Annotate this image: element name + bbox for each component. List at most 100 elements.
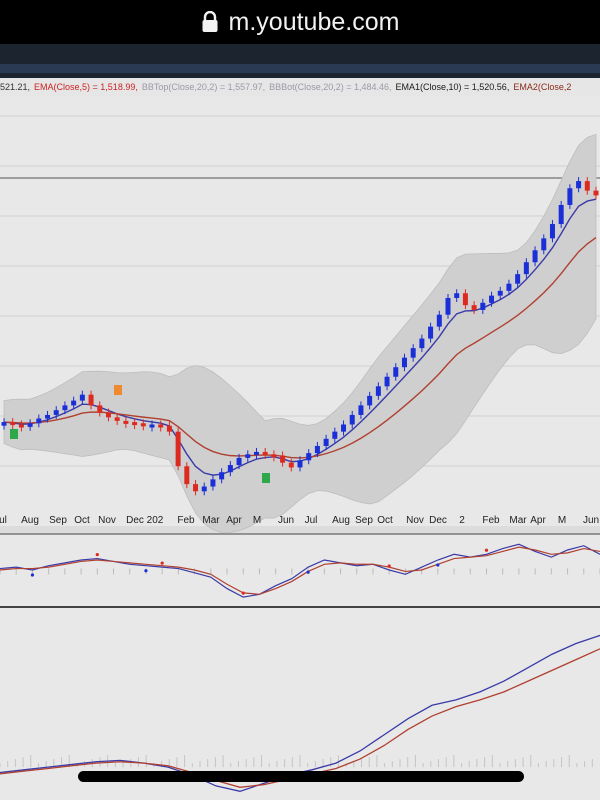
candle-up: [149, 424, 155, 428]
candle-up: [497, 290, 503, 296]
candle-down: [114, 417, 120, 421]
candle-down: [280, 455, 286, 463]
x-axis-label: Nov: [98, 515, 116, 526]
candle-up: [27, 423, 33, 427]
candle-down: [105, 412, 111, 418]
candle-up: [314, 445, 320, 454]
home-indicator[interactable]: [78, 771, 524, 782]
candle-up: [567, 188, 573, 205]
candle-up: [358, 405, 364, 415]
indicator-value: EMA(Close,5) = 1,518.99,: [34, 82, 138, 92]
macd-panel: [0, 608, 600, 800]
candle-up: [45, 414, 51, 419]
candle-down: [97, 405, 103, 413]
candle-up: [375, 386, 381, 396]
oscillator-line: [0, 543, 600, 598]
candle-down: [584, 181, 590, 191]
candle-up: [71, 400, 77, 406]
candle-down: [262, 451, 268, 455]
x-axis-label: Oct: [74, 515, 90, 526]
candle-up: [210, 479, 216, 487]
candle-down: [10, 422, 16, 426]
candle-up: [1, 422, 7, 426]
candle-up: [401, 357, 407, 368]
candle-up: [515, 274, 521, 284]
candle-down: [175, 431, 181, 467]
candle-up: [253, 451, 259, 455]
candle-up: [419, 338, 425, 349]
candle-up: [227, 465, 233, 473]
candle-up: [367, 395, 373, 406]
indicator-value: 521.21,: [0, 82, 31, 92]
oscillator-dot: [30, 573, 35, 577]
candle-down: [288, 462, 294, 468]
candle-up: [349, 414, 355, 425]
oscillator-line: [0, 546, 600, 595]
x-axis-label: Feb: [177, 515, 195, 526]
candle-up: [454, 293, 460, 299]
buy-marker: [10, 429, 18, 439]
oscillator-dot: [95, 552, 99, 557]
candle-down: [140, 423, 146, 427]
candle-down: [18, 424, 24, 428]
x-axis-label: Jun: [583, 515, 599, 526]
candle-up: [62, 405, 68, 411]
buy-marker: [262, 473, 270, 483]
x-axis-label: 202: [147, 515, 164, 526]
x-axis-label: Aug: [332, 515, 350, 526]
x-axis-label: Sep: [49, 515, 67, 526]
lock-icon: [202, 11, 218, 32]
candle-up: [341, 424, 347, 432]
x-axis-label: Nov: [406, 515, 424, 526]
candle-down: [271, 454, 277, 458]
x-axis-label: Sep: [355, 515, 373, 526]
oscillator-dot: [387, 564, 391, 568]
candle-up: [523, 262, 529, 275]
candle-up: [79, 394, 85, 401]
candle-up: [297, 460, 303, 468]
x-axis-label: Jun: [278, 515, 294, 526]
indicator-value: EMA1(Close,10) = 1,520.56,: [395, 82, 510, 92]
x-axis-label: Apr: [530, 515, 546, 526]
oscillator-dot: [144, 569, 148, 573]
candle-up: [445, 298, 451, 315]
candle-up: [549, 224, 555, 239]
bollinger-band: [3, 133, 597, 533]
x-axis-label: M: [558, 515, 566, 526]
candle-up: [532, 250, 538, 263]
candle-up: [506, 283, 512, 291]
candle-down: [184, 466, 190, 485]
oscillator-dot: [241, 591, 245, 595]
candle-up: [384, 376, 390, 387]
candle-up: [541, 238, 547, 251]
indicator-value: EMA2(Close,2: [513, 82, 572, 92]
x-axis-label: Oct: [377, 515, 393, 526]
x-axis-label: Dec: [429, 515, 447, 526]
stock-chart: ul Aug Sep Oct Nov Dec 202 Feb Mar Apr M Jun Jul Aug S…: [0, 96, 600, 800]
candle-down: [193, 484, 199, 492]
candle-up: [306, 453, 312, 461]
url-text: m.youtube.com: [228, 7, 400, 36]
candle-down: [158, 424, 164, 428]
oscillator-dot: [306, 570, 310, 574]
candle-down: [123, 420, 129, 424]
indicator-value: BBBot(Close,20,2) = 1,484.46,: [269, 82, 392, 92]
x-axis-label: Jul: [305, 515, 318, 526]
x-axis-label: Mar: [202, 515, 220, 526]
oscillator-dot: [160, 561, 164, 565]
browser-url-bar[interactable]: m.youtube.com: [0, 0, 600, 44]
x-axis-label: 2: [459, 515, 465, 526]
x-axis-label: Feb: [482, 515, 500, 526]
candle-up: [236, 457, 242, 466]
x-axis-label: Mar: [509, 515, 527, 526]
candle-down: [166, 425, 172, 432]
x-axis-label: Aug: [21, 515, 39, 526]
candle-down: [88, 394, 94, 406]
x-axis-label: Dec: [126, 515, 144, 526]
candle-up: [410, 348, 416, 358]
indicator-legend: 521.21, EMA(Close,5) = 1,518.99, BBTop(Clo…: [0, 78, 600, 96]
candle-up: [489, 295, 495, 303]
candle-up: [576, 181, 582, 189]
candle-up: [332, 431, 338, 439]
candle-up: [323, 438, 329, 446]
